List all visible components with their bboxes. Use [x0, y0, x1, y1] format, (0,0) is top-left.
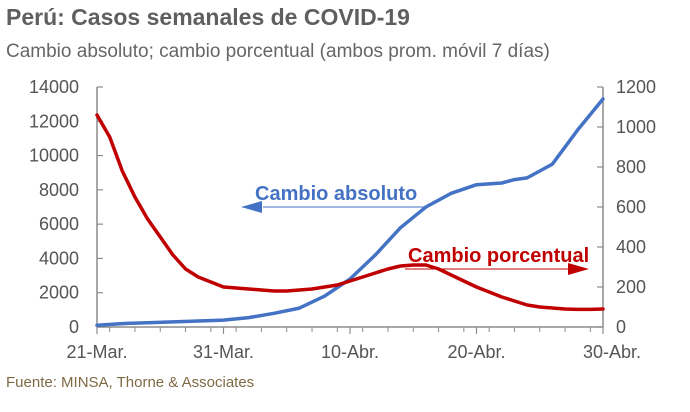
left-y-tick-label: 14000 — [29, 77, 79, 97]
source-note: Fuente: MINSA, Thorne & Associates — [6, 374, 255, 391]
right-y-tick-label: 1200 — [616, 77, 656, 97]
right-y-tick-label: 1000 — [616, 117, 656, 137]
series-lines — [95, 97, 605, 328]
absolute-arrow-head — [241, 201, 262, 213]
left-y-tick-label: 12000 — [29, 111, 79, 131]
left-y-tick-label: 4000 — [39, 248, 79, 268]
left-y-tick-label: 0 — [69, 317, 79, 337]
percent-change-label: Cambio porcentual — [408, 245, 589, 267]
chart-title: Perú: Casos semanales de COVID-19 — [6, 4, 410, 30]
right-y-tick-label: 600 — [616, 197, 646, 217]
x-tick-label: 21-Mar. — [66, 342, 127, 362]
absolute-change-label: Cambio absoluto — [255, 183, 417, 205]
x-tick-label: 31-Mar. — [193, 342, 254, 362]
percent-arrow-head — [568, 263, 589, 275]
left-y-tick-label: 2000 — [39, 283, 79, 303]
x-tick-label: 10-Abr. — [321, 342, 379, 362]
left-y-tick-label: 6000 — [39, 214, 79, 234]
right-y-tick-label: 200 — [616, 277, 646, 297]
chart-subtitle: Cambio absoluto; cambio porcentual (ambo… — [6, 41, 550, 62]
x-tick-label: 20-Abr. — [447, 342, 505, 362]
right-y-tick-label: 400 — [616, 237, 646, 257]
left-y-tick-label: 8000 — [39, 180, 79, 200]
plot-axes: 0 2000 4000 6000 8000 10000 12000 14000 0 200 400 6… — [29, 77, 656, 362]
annotations: Cambio absoluto Cambio porcentual — [241, 183, 589, 275]
left-y-tick-label: 10000 — [29, 146, 79, 166]
x-tick-label: 30-Abr. — [583, 342, 641, 362]
absolute-change-line — [95, 97, 605, 328]
right-y-tick-label: 0 — [616, 317, 626, 337]
right-y-tick-label: 800 — [616, 157, 646, 177]
percent-change-line — [95, 113, 605, 312]
